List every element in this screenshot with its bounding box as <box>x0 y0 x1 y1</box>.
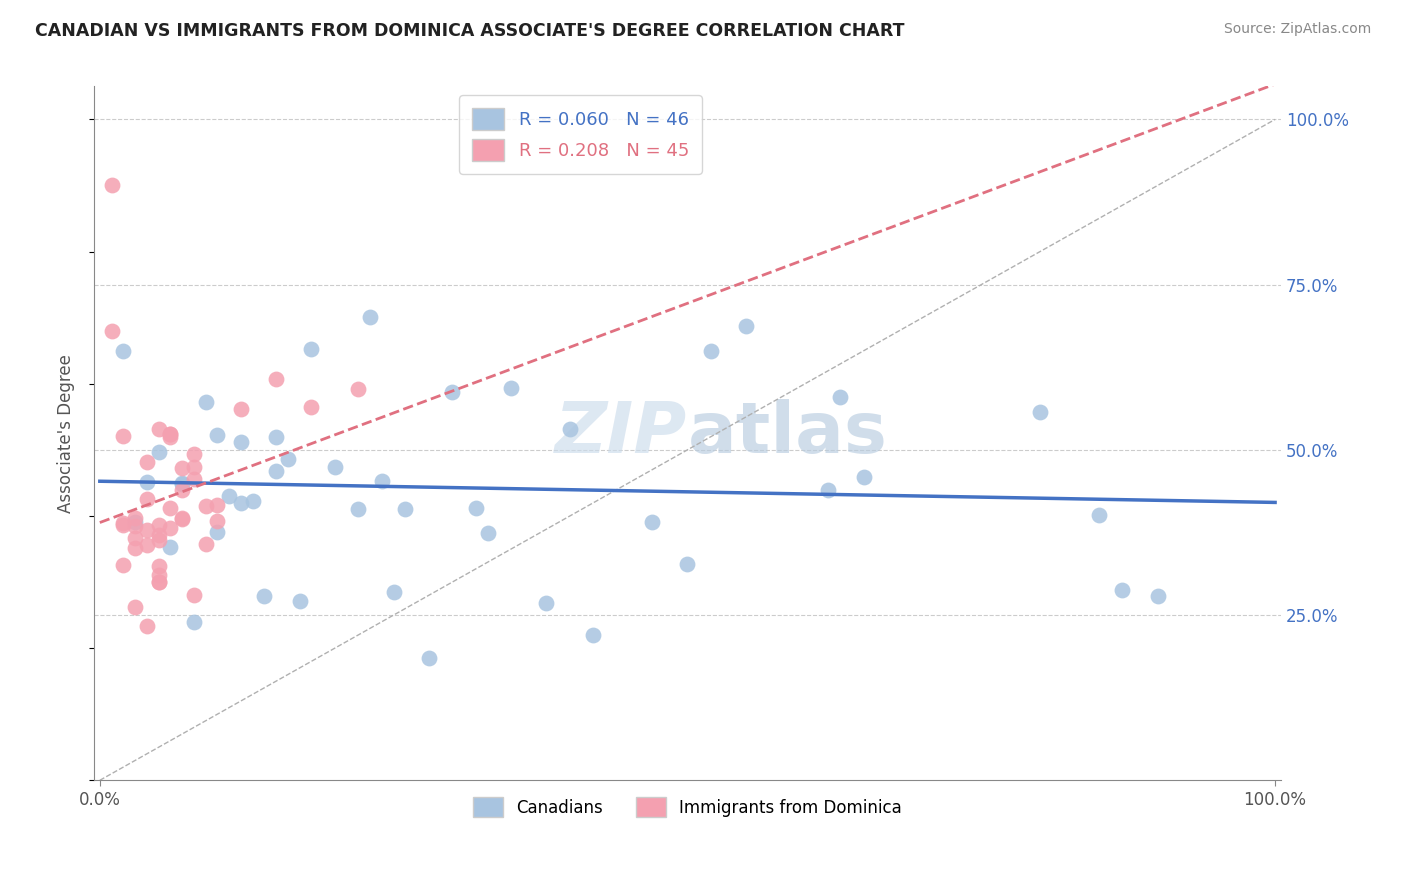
Point <box>159 521 181 535</box>
Point <box>464 500 486 515</box>
Point <box>148 559 170 574</box>
Point <box>1088 508 1111 522</box>
Point <box>135 455 157 469</box>
Point <box>112 429 135 443</box>
Point <box>135 491 157 506</box>
Point <box>299 400 322 414</box>
Point <box>1029 405 1052 419</box>
Point <box>112 344 135 359</box>
Point <box>558 422 581 436</box>
Point <box>641 515 664 529</box>
Point <box>229 495 252 509</box>
Point <box>170 476 193 491</box>
Point <box>170 511 193 525</box>
Point <box>582 628 605 642</box>
Point <box>207 525 229 540</box>
Point <box>359 310 381 324</box>
Point <box>124 510 146 524</box>
Point <box>124 515 146 529</box>
Point <box>148 567 170 582</box>
Point <box>148 445 170 459</box>
Legend: Canadians, Immigrants from Dominica: Canadians, Immigrants from Dominica <box>465 790 908 824</box>
Point <box>264 464 287 478</box>
Point <box>183 615 205 630</box>
Point <box>501 381 523 395</box>
Point <box>207 499 229 513</box>
Point <box>242 493 264 508</box>
Point <box>194 395 217 409</box>
Point <box>170 476 193 491</box>
Point <box>159 540 181 554</box>
Point <box>159 430 181 444</box>
Point <box>148 422 170 436</box>
Point <box>852 470 875 484</box>
Point <box>253 590 276 604</box>
Point <box>264 430 287 444</box>
Text: CANADIAN VS IMMIGRANTS FROM DOMINICA ASSOCIATE'S DEGREE CORRELATION CHART: CANADIAN VS IMMIGRANTS FROM DOMINICA ASS… <box>35 22 904 40</box>
Point <box>170 461 193 475</box>
Point <box>477 526 499 541</box>
Point <box>207 428 229 442</box>
Point <box>124 518 146 533</box>
Point <box>159 426 181 441</box>
Point <box>441 385 464 400</box>
Point <box>536 596 558 610</box>
Text: ZIP: ZIP <box>555 399 688 467</box>
Point <box>277 451 299 466</box>
Point <box>371 474 394 488</box>
Point <box>148 575 170 590</box>
Point <box>229 402 252 417</box>
Point <box>100 178 122 193</box>
Y-axis label: Associate's Degree: Associate's Degree <box>58 354 75 513</box>
Point <box>1146 590 1168 604</box>
Point <box>218 489 240 503</box>
Point <box>135 538 157 552</box>
Text: Source: ZipAtlas.com: Source: ZipAtlas.com <box>1223 22 1371 37</box>
Point <box>135 523 157 537</box>
Point <box>418 650 440 665</box>
Point <box>676 557 699 571</box>
Point <box>700 344 723 359</box>
Point <box>148 517 170 532</box>
Point <box>124 600 146 615</box>
Point <box>170 510 193 524</box>
Point <box>124 531 146 545</box>
Point <box>207 514 229 528</box>
Point <box>1111 583 1133 598</box>
Point <box>394 502 416 516</box>
Point <box>288 594 311 608</box>
Point <box>382 585 405 599</box>
Point <box>135 619 157 633</box>
Point <box>148 533 170 547</box>
Point <box>830 390 852 404</box>
Point <box>159 427 181 442</box>
Point <box>183 459 205 474</box>
Point <box>183 588 205 602</box>
Point <box>148 528 170 542</box>
Point <box>347 502 370 516</box>
Point <box>112 517 135 532</box>
Point <box>347 382 370 396</box>
Point <box>112 516 135 530</box>
Point <box>229 434 252 449</box>
Point <box>183 472 205 486</box>
Point <box>135 475 157 490</box>
Point <box>112 558 135 572</box>
Point <box>124 541 146 555</box>
Point <box>100 324 122 338</box>
Point <box>194 499 217 513</box>
Point <box>183 447 205 461</box>
Point <box>170 483 193 497</box>
Point <box>264 372 287 386</box>
Point <box>735 319 758 334</box>
Text: atlas: atlas <box>688 399 887 467</box>
Point <box>194 537 217 551</box>
Point <box>299 342 322 356</box>
Point <box>159 500 181 515</box>
Point <box>323 459 346 474</box>
Point <box>817 483 839 497</box>
Point <box>148 574 170 589</box>
